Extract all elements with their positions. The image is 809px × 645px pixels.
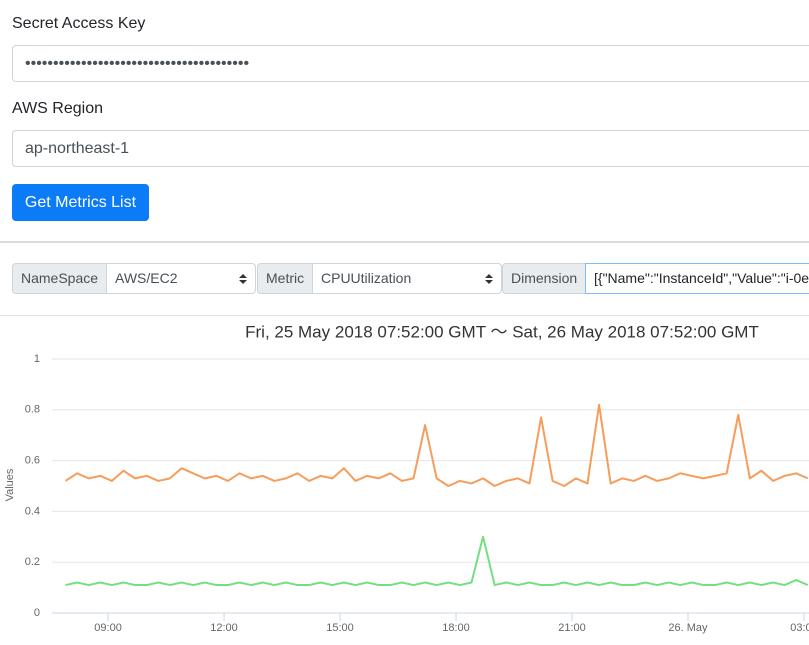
region-input[interactable]: ap-northeast-1	[12, 130, 809, 167]
divider	[0, 315, 809, 316]
x-tick-label: 12:00	[210, 622, 238, 634]
select-value: AWS/EC2	[115, 270, 178, 286]
dimension-label: Dimension	[502, 263, 586, 294]
x-tick-label: 18:00	[442, 622, 470, 634]
label: AWS Region	[12, 100, 103, 117]
y-tick-label: 0.6	[25, 455, 40, 467]
select-value: CPUUtilization	[321, 270, 412, 286]
divider	[0, 241, 809, 243]
select-arrow	[239, 274, 247, 284]
y-tick-label: 1	[34, 353, 40, 365]
get-metrics-button[interactable]: Get Metrics List	[12, 184, 149, 221]
series-line	[64, 403, 809, 487]
metric-label: Metric	[257, 263, 313, 294]
namespace-label: NameSpace	[12, 263, 107, 294]
y-tick-label: 0	[34, 607, 40, 619]
series-line	[65, 535, 809, 587]
y-tick-label: 0.2	[25, 556, 40, 568]
namespace-select[interactable]: AWS/EC2	[106, 263, 256, 294]
y-axis-label: Values	[4, 468, 16, 501]
dimension-input[interactable]: [{"Name":"InstanceId","Value":"i-0e	[585, 263, 809, 294]
y-tick-label: 0.4	[25, 505, 40, 517]
y-tick-label: 0.8	[25, 404, 40, 416]
chart-title: Fri, 25 May 2018 07:52:00 GMT 〜 Sat, 26 …	[245, 322, 759, 341]
x-tick-label: 03:00	[790, 622, 809, 634]
chart: Fri, 25 May 2018 07:52:00 GMT 〜 Sat, 26 …	[4, 322, 809, 634]
label: Secret Access Key	[12, 15, 146, 32]
x-tick-label: 09:00	[94, 622, 122, 634]
x-tick-label: 21:00	[558, 622, 586, 634]
x-tick-label: 26. May	[668, 622, 708, 634]
secret-input[interactable]: ••••••••••••••••••••••••••••••••••••••••	[12, 45, 809, 82]
metric-select[interactable]: CPUUtilization	[312, 263, 502, 294]
x-tick-label: 15:00	[326, 622, 354, 634]
select-arrow	[485, 274, 493, 284]
